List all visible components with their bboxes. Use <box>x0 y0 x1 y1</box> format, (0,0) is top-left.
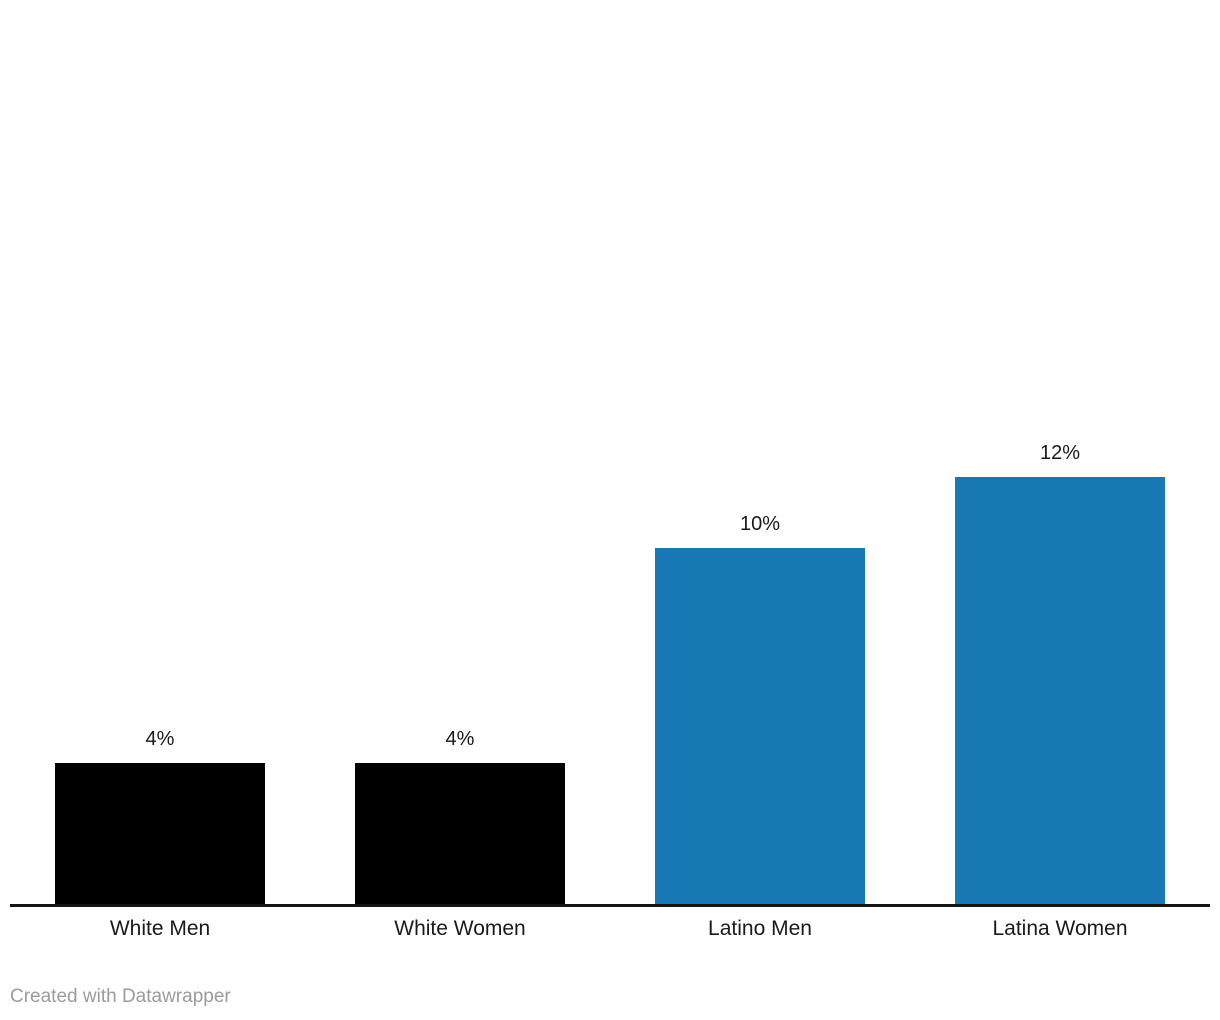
bar-value-label-latina-women: 12% <box>1039 442 1081 464</box>
bar-value-label-white-women: 4% <box>445 728 475 750</box>
bar-category-label-latino-men: Latino Men <box>708 917 812 940</box>
x-axis-baseline <box>10 904 1210 907</box>
datawrapper-credit-link[interactable]: Created with Datawrapper <box>10 986 231 1007</box>
bar-white-women <box>355 763 565 906</box>
bar-white-men <box>55 763 265 906</box>
bar-value-label-white-men: 4% <box>145 728 175 750</box>
bar-category-label-latina-women: Latina Women <box>992 917 1128 940</box>
bar-latino-men <box>655 548 865 906</box>
bar-category-label-white-women: White Women <box>394 917 526 940</box>
bar-latina-women <box>955 477 1165 906</box>
bar-value-label-latino-men: 10% <box>739 513 781 535</box>
bar-category-label-white-men: White Men <box>109 917 211 940</box>
